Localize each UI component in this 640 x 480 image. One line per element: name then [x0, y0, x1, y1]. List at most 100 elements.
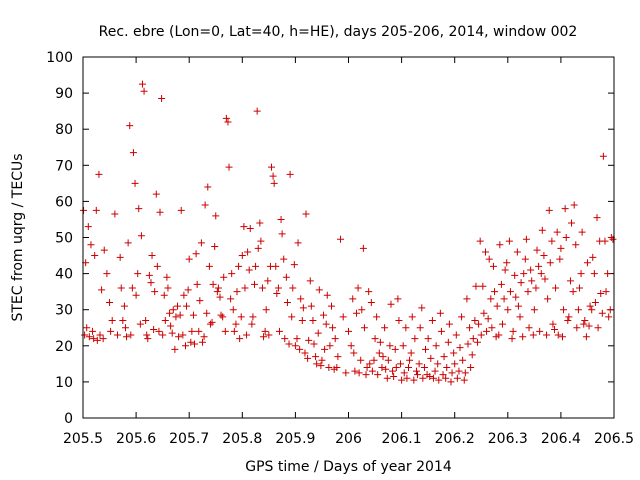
data-point	[144, 335, 152, 343]
data-point	[405, 363, 413, 371]
data-point	[374, 371, 382, 379]
data-point	[428, 317, 436, 325]
data-point	[278, 230, 286, 238]
data-point	[258, 284, 266, 292]
data-point	[578, 228, 586, 236]
data-point	[373, 313, 381, 321]
data-point	[181, 342, 189, 350]
data-point	[137, 232, 145, 240]
data-point	[243, 331, 251, 339]
data-point	[548, 237, 556, 245]
data-point	[429, 374, 437, 382]
data-point	[524, 288, 532, 296]
y-tick-label: 30	[55, 303, 73, 319]
data-point	[312, 353, 320, 361]
data-point	[435, 376, 443, 384]
data-point	[410, 376, 418, 384]
data-point	[251, 280, 259, 288]
data-point	[525, 324, 533, 332]
data-points	[80, 80, 617, 386]
data-point	[256, 219, 264, 227]
data-point	[197, 239, 205, 247]
data-point	[504, 306, 512, 314]
data-point	[420, 363, 428, 371]
data-point	[286, 170, 294, 178]
data-point	[211, 243, 219, 251]
data-point	[237, 313, 245, 321]
data-point	[527, 266, 535, 274]
data-point	[544, 295, 552, 303]
data-point	[604, 270, 612, 278]
data-point	[458, 313, 466, 321]
data-point	[135, 205, 143, 213]
data-point	[134, 270, 142, 278]
x-tick-label: 206.1	[382, 431, 422, 447]
data-point	[206, 320, 214, 328]
data-point	[282, 273, 290, 281]
data-point	[252, 262, 260, 270]
y-tick-label: 0	[64, 411, 73, 427]
data-point	[81, 331, 89, 339]
data-point	[538, 226, 546, 234]
data-point	[345, 327, 352, 335]
data-point	[399, 342, 407, 350]
data-point	[605, 313, 613, 321]
data-point	[562, 234, 570, 241]
data-point	[272, 262, 280, 270]
y-tick-label: 40	[55, 267, 73, 283]
data-point	[451, 360, 459, 368]
data-point	[495, 331, 503, 339]
data-point	[296, 345, 304, 353]
data-point	[132, 291, 140, 299]
data-point	[342, 369, 350, 377]
data-point	[208, 318, 216, 326]
data-point	[236, 335, 244, 343]
data-point	[151, 288, 159, 296]
data-point	[158, 95, 166, 103]
data-point	[337, 235, 345, 243]
data-point	[407, 349, 415, 357]
data-point	[214, 284, 222, 292]
x-tick-label: 205.7	[169, 431, 209, 447]
data-point	[328, 302, 336, 310]
data-point	[95, 170, 103, 178]
data-point	[80, 206, 88, 214]
data-point	[459, 356, 467, 364]
data-point	[100, 246, 108, 254]
data-point	[148, 252, 156, 260]
data-point	[285, 340, 293, 348]
data-point	[483, 327, 491, 335]
data-point	[427, 354, 435, 362]
data-point	[84, 223, 92, 231]
data-point	[164, 284, 172, 292]
data-point	[541, 275, 549, 283]
data-point	[169, 306, 177, 314]
data-point	[240, 223, 248, 231]
data-point	[189, 311, 197, 319]
data-point	[191, 340, 199, 348]
data-point	[513, 248, 521, 256]
data-point	[307, 302, 315, 310]
data-point	[398, 376, 406, 384]
data-point	[376, 338, 384, 346]
data-point	[452, 331, 460, 339]
data-point	[150, 326, 158, 334]
data-point	[106, 298, 114, 306]
data-point	[389, 367, 397, 375]
data-point	[582, 333, 590, 341]
data-point	[437, 327, 445, 335]
y-tick-label: 20	[55, 339, 73, 355]
data-point	[352, 309, 360, 317]
data-point	[227, 295, 235, 303]
data-point	[444, 338, 452, 346]
x-tick-label: 206	[335, 431, 362, 447]
data-point	[598, 309, 606, 317]
data-point	[403, 374, 411, 382]
data-point	[299, 304, 307, 312]
data-point	[205, 262, 213, 270]
data-point	[463, 295, 471, 303]
data-point	[599, 152, 607, 160]
data-point	[270, 179, 278, 187]
data-point	[476, 237, 484, 245]
